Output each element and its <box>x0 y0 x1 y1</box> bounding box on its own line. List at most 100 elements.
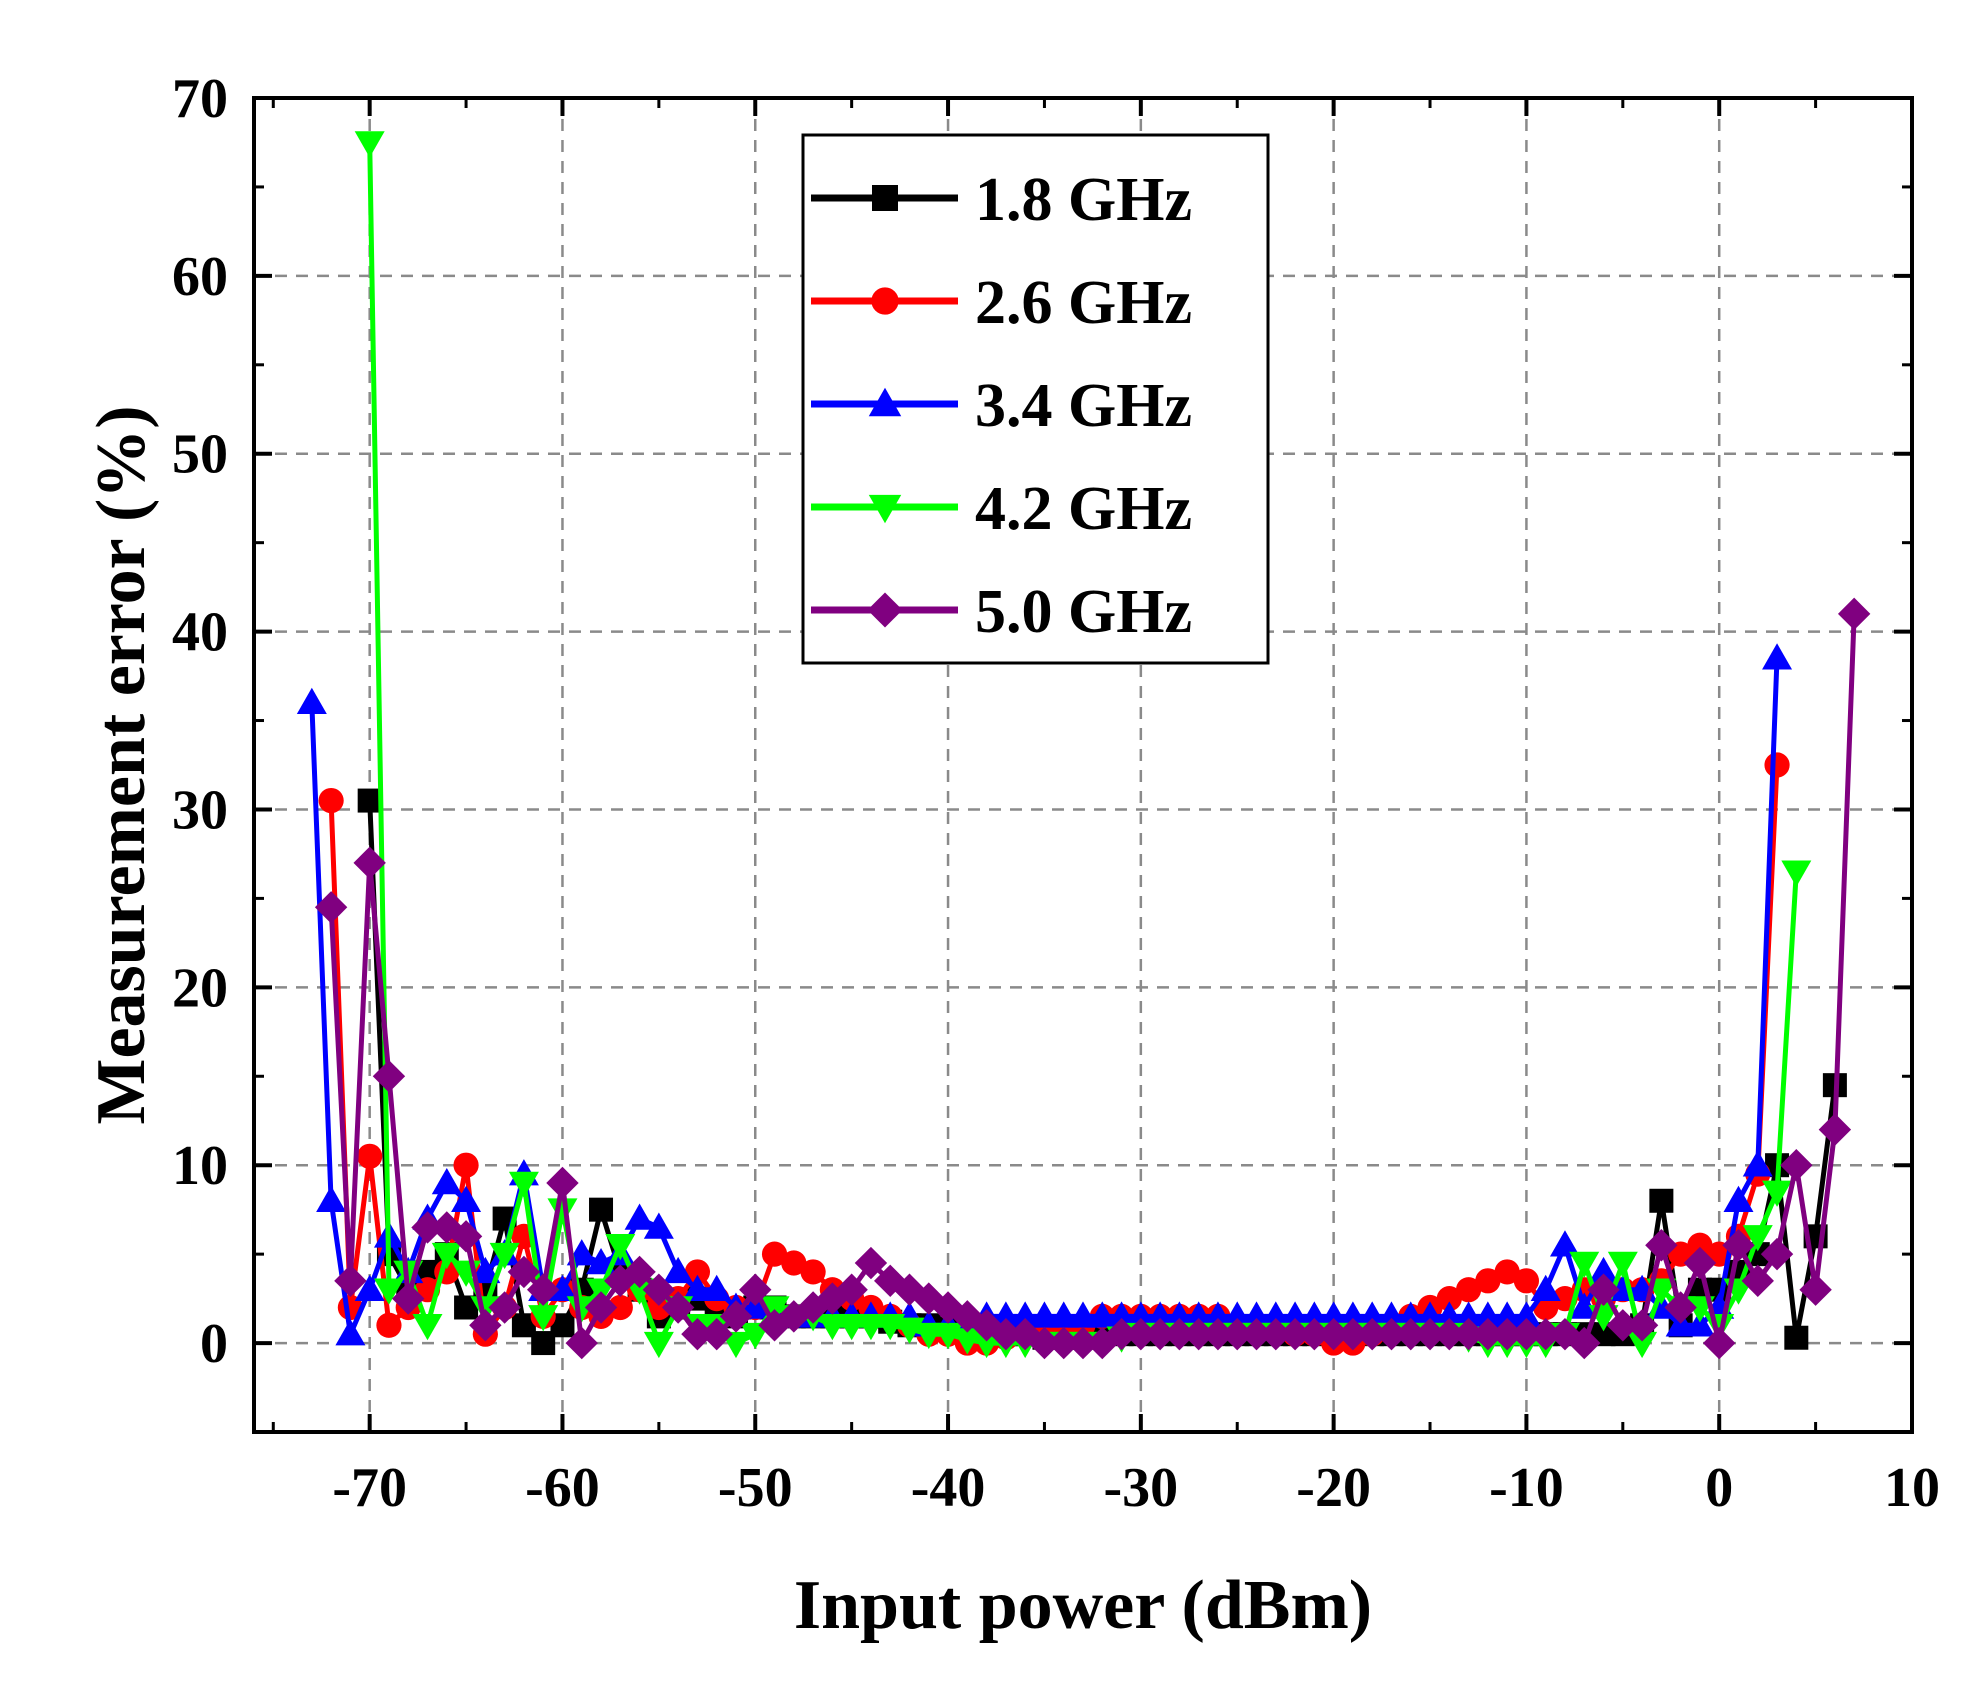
data-point <box>1722 1229 1755 1262</box>
data-point <box>589 1197 614 1222</box>
data-point <box>353 846 386 880</box>
legend-item: 5.0 GHz <box>811 578 1192 646</box>
data-point <box>1068 1301 1098 1328</box>
data-point <box>642 1273 676 1306</box>
data-point <box>528 1305 559 1332</box>
data-point <box>1510 1317 1543 1351</box>
data-point <box>1627 1331 1658 1359</box>
x-tick-label: 10 <box>1884 1457 1940 1519</box>
y-tick-label: 50 <box>172 424 228 486</box>
data-point <box>1649 1188 1674 1213</box>
data-point <box>296 687 327 714</box>
x-tick-label: -10 <box>1489 1457 1564 1519</box>
legend-item: 2.6 GHz <box>811 269 1192 337</box>
data-point <box>643 1212 674 1239</box>
data-point <box>646 1294 672 1321</box>
data-point <box>1087 1301 1118 1328</box>
data-point <box>1683 1246 1717 1280</box>
data-point <box>1143 1317 1177 1351</box>
data-point <box>1376 1301 1407 1328</box>
data-point <box>1260 1301 1291 1328</box>
data-point <box>334 1264 367 1298</box>
y-tick-label: 10 <box>172 1135 228 1197</box>
data-point <box>874 1264 907 1298</box>
legend-label: 1.8 GHz <box>975 166 1192 234</box>
data-point <box>1299 1301 1330 1328</box>
data-point <box>1548 1317 1582 1351</box>
data-point <box>1475 1268 1501 1294</box>
data-point <box>1317 1317 1350 1351</box>
data-point <box>1687 1232 1713 1258</box>
data-point <box>1664 1291 1697 1324</box>
data-point <box>470 1256 501 1284</box>
series-5-0-ghz <box>314 597 1871 1360</box>
data-point <box>989 1317 1023 1351</box>
data-point <box>431 1167 462 1195</box>
data-point <box>392 1282 425 1315</box>
data-point <box>701 1274 732 1301</box>
data-point <box>526 1273 560 1306</box>
data-point <box>1607 1251 1638 1279</box>
x-tick-label: -70 <box>332 1457 407 1519</box>
data-point <box>854 1246 888 1280</box>
data-point <box>816 1282 849 1315</box>
data-point <box>508 1171 539 1198</box>
data-point <box>893 1273 926 1306</box>
data-point <box>1106 1301 1137 1328</box>
data-point <box>1163 1317 1196 1351</box>
data-point <box>1760 1237 1794 1271</box>
legend-item: 1.8 GHz <box>811 166 1192 234</box>
data-point <box>489 1242 520 1270</box>
data-point <box>1318 1301 1349 1328</box>
data-point <box>1569 1251 1600 1279</box>
data-point <box>1222 1301 1253 1328</box>
data-point <box>376 1312 402 1338</box>
data-point <box>1395 1301 1426 1328</box>
data-point <box>777 1300 811 1333</box>
data-point <box>372 1060 406 1093</box>
data-point <box>1394 1317 1427 1351</box>
data-point <box>566 1296 597 1323</box>
data-point <box>739 1273 772 1306</box>
data-point <box>1413 1317 1447 1351</box>
data-point <box>912 1282 945 1315</box>
data-point <box>1530 1274 1561 1301</box>
axis-ticks <box>254 96 1914 1432</box>
data-point <box>1415 1301 1446 1328</box>
data-point <box>1490 1317 1524 1351</box>
data-point <box>1336 1317 1370 1351</box>
data-point <box>1569 1292 1600 1319</box>
data-point <box>643 1331 674 1359</box>
data-point <box>1221 1317 1254 1351</box>
data-point <box>817 1314 848 1341</box>
data-point <box>800 1259 826 1285</box>
data-point <box>1164 1301 1195 1328</box>
legend-marker <box>871 287 899 315</box>
data-point <box>1549 1230 1580 1257</box>
data-point <box>546 1166 579 1200</box>
data-point <box>913 1322 944 1350</box>
data-point <box>835 1273 868 1306</box>
x-tick-label: -30 <box>1104 1457 1179 1519</box>
data-point <box>684 1259 711 1285</box>
data-point <box>604 1264 637 1298</box>
data-point <box>855 1314 886 1341</box>
data-point <box>1764 752 1790 778</box>
data-point <box>1568 1326 1601 1360</box>
data-point <box>1741 1264 1774 1298</box>
data-point <box>1183 1301 1214 1328</box>
data-point <box>449 1220 483 1253</box>
data-point <box>1606 1309 1640 1342</box>
data-point <box>547 1274 578 1301</box>
x-tick-label: -20 <box>1296 1457 1371 1519</box>
legend-marker <box>872 185 898 211</box>
data-point <box>1145 1301 1176 1328</box>
data-point <box>1029 1301 1060 1328</box>
legend-marker <box>868 387 902 417</box>
legend-marker <box>868 494 902 524</box>
data-point <box>1837 597 1871 631</box>
data-point <box>719 1300 753 1333</box>
data-point <box>354 131 385 158</box>
data-point <box>1278 1317 1312 1351</box>
data-point <box>1799 1273 1832 1306</box>
